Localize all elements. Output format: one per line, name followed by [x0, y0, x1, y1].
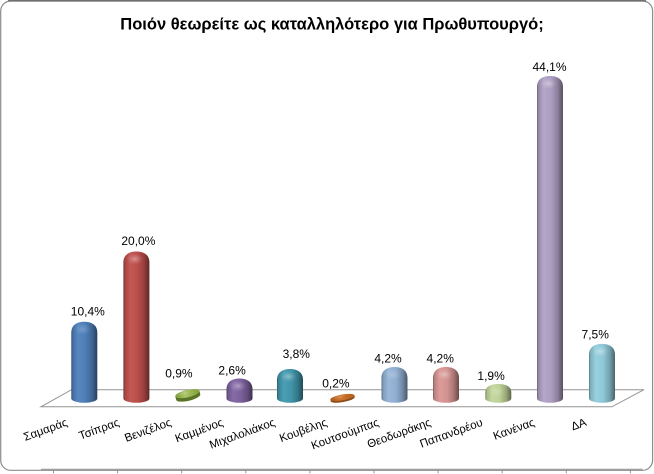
- svg-text:ΔΑ: ΔΑ: [570, 417, 589, 434]
- svg-text:3,8%: 3,8%: [283, 347, 311, 361]
- svg-text:10,4%: 10,4%: [71, 305, 105, 319]
- svg-text:20,0%: 20,0%: [121, 234, 155, 248]
- svg-text:Ποιόν θεωρείτε ως καταλληλότερ: Ποιόν θεωρείτε ως καταλληλότερο για Πρωθ…: [120, 16, 543, 34]
- svg-text:0,2%: 0,2%: [322, 377, 350, 391]
- svg-text:4,2%: 4,2%: [374, 351, 402, 365]
- svg-text:1,9%: 1,9%: [477, 369, 505, 383]
- svg-text:2,6%: 2,6%: [218, 364, 246, 378]
- svg-text:7,5%: 7,5%: [582, 327, 610, 341]
- svg-text:0,9%: 0,9%: [165, 367, 193, 381]
- svg-text:4,2%: 4,2%: [427, 351, 455, 365]
- svg-text:44,1%: 44,1%: [532, 60, 566, 74]
